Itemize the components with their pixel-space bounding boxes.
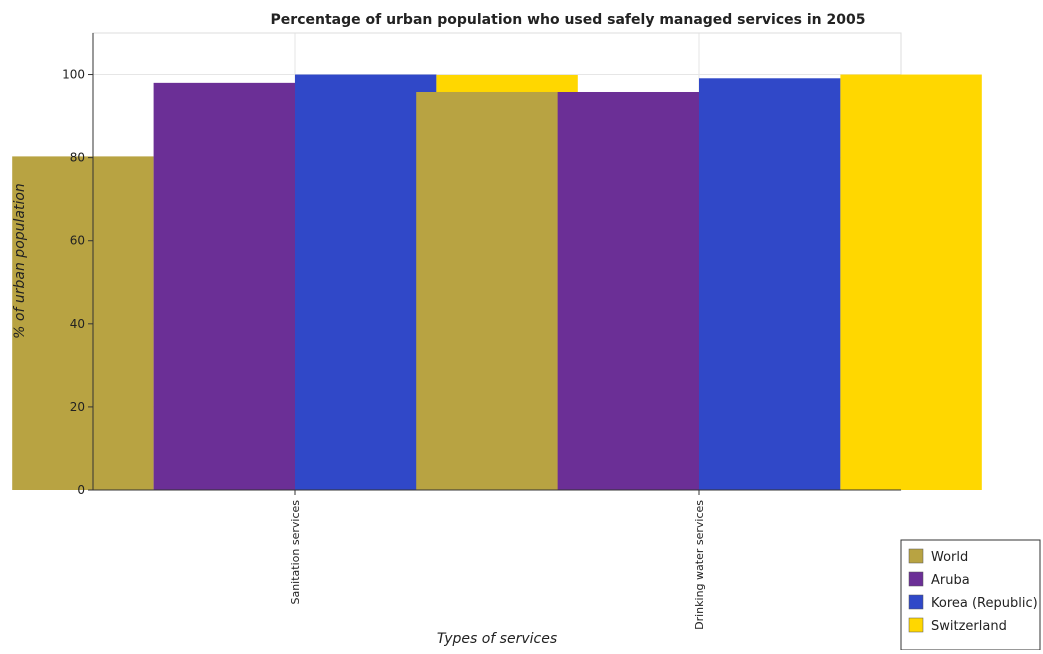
bars xyxy=(12,74,982,491)
y-tick-label: 40 xyxy=(70,317,85,331)
legend-label: Korea (Republic) xyxy=(931,596,1038,611)
legend-swatch xyxy=(908,548,924,564)
legend-swatch xyxy=(908,571,924,587)
legend-label: Switzerland xyxy=(931,619,1007,634)
x-tick-label: Drinking water services xyxy=(693,500,706,630)
bar-aruba-0 xyxy=(153,82,295,490)
legend-swatch xyxy=(908,594,924,610)
legend: World Aruba Korea (Republic) Switzerland xyxy=(900,539,1041,651)
axes: 0 20 40 60 80 100 Sanitation services Drinking … xyxy=(62,33,901,630)
y-tick-label: 0 xyxy=(77,483,85,497)
legend-label: World xyxy=(931,550,968,565)
y-tick-label: 20 xyxy=(70,400,85,414)
bar-world-0 xyxy=(12,156,154,490)
bar-aruba-1 xyxy=(557,91,699,491)
y-tick-label: 60 xyxy=(70,234,85,248)
legend-label: Aruba xyxy=(931,573,970,588)
x-axis-label: Types of services xyxy=(437,631,557,647)
bar-korea-republic-1 xyxy=(699,78,841,490)
y-tick-label: 100 xyxy=(62,68,85,82)
chart-title: Percentage of urban population who used … xyxy=(271,12,866,28)
bar-switzerland-1 xyxy=(840,74,982,490)
y-tick-label: 80 xyxy=(70,151,85,165)
legend-box xyxy=(900,539,1041,651)
x-tick-label: Sanitation services xyxy=(289,500,302,605)
y-axis-label: % of urban population xyxy=(12,183,28,339)
legend-swatch xyxy=(908,617,924,633)
bar-world-1 xyxy=(416,91,558,491)
bar-korea-republic-0 xyxy=(295,74,437,490)
